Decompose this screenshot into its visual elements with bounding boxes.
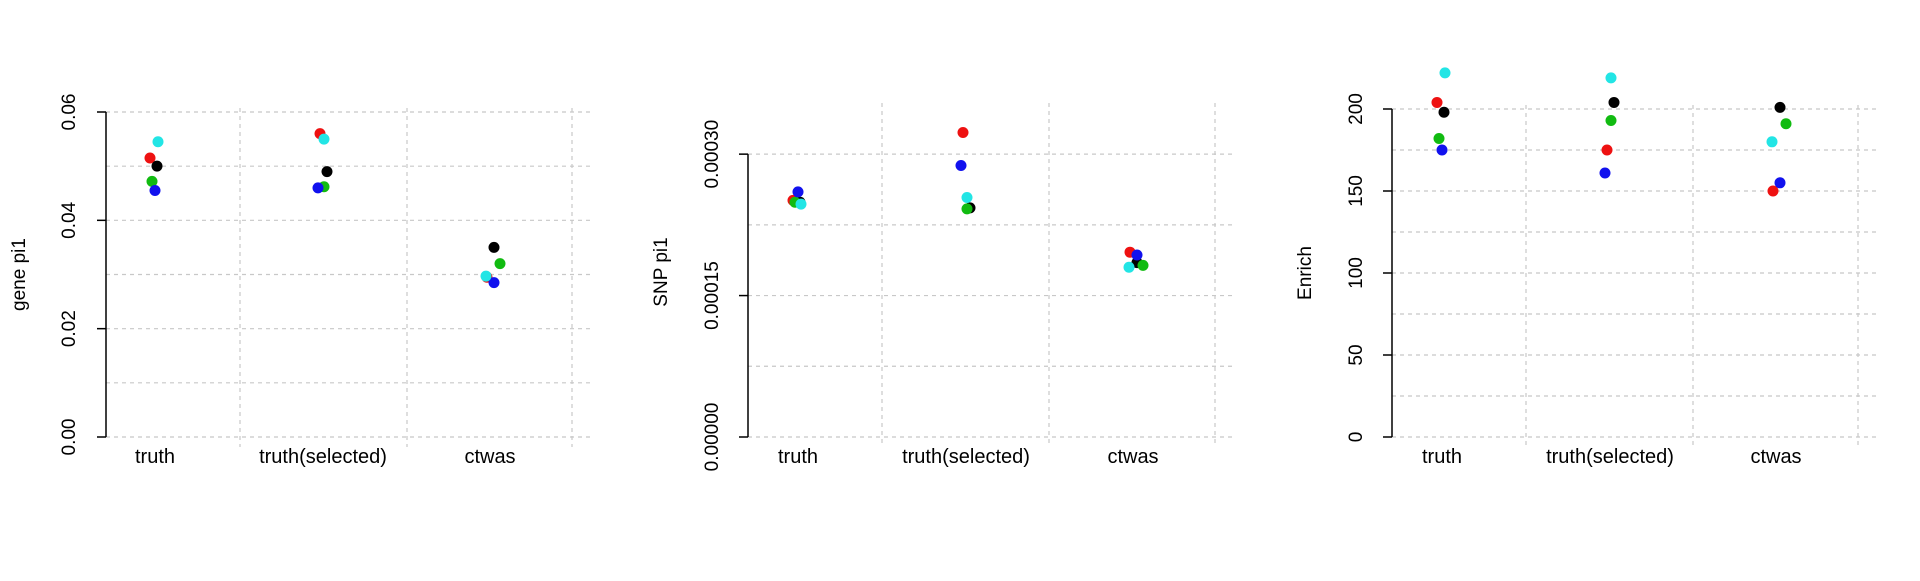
data-point	[1131, 249, 1143, 261]
data-point	[1608, 96, 1620, 108]
data-point	[1438, 106, 1450, 118]
x-category-label: truth	[135, 446, 175, 468]
data-point	[151, 160, 163, 172]
data-point	[146, 175, 158, 187]
y-tick-label: 50	[1346, 344, 1367, 365]
data-point	[1431, 96, 1443, 108]
data-point	[1123, 261, 1135, 273]
data-point	[1774, 101, 1786, 113]
data-point	[1439, 67, 1451, 79]
data-point	[488, 241, 500, 253]
x-category-label: truth(selected)	[1546, 446, 1674, 468]
data-point	[1605, 114, 1617, 126]
data-point	[961, 192, 973, 204]
data-point	[795, 198, 807, 210]
data-point	[1137, 259, 1149, 271]
y-axis-label: SNP pi1	[651, 237, 672, 306]
y-tick-label: 200	[1346, 93, 1367, 125]
data-point	[312, 182, 324, 194]
x-category-label: ctwas	[1107, 446, 1158, 468]
x-category-label: truth(selected)	[259, 446, 387, 468]
y-tick-label: 0.00015	[702, 261, 723, 330]
data-point	[480, 270, 492, 282]
y-tick-label: 0.00030	[702, 120, 723, 189]
x-category-label: truth(selected)	[902, 446, 1030, 468]
data-point	[1436, 144, 1448, 156]
data-point	[149, 185, 161, 197]
x-category-label: truth	[778, 446, 818, 468]
data-point	[1605, 72, 1617, 84]
data-point	[957, 126, 969, 138]
x-category-label: truth	[1422, 446, 1462, 468]
y-axis-label: gene pi1	[9, 238, 30, 311]
data-point	[1433, 133, 1445, 145]
data-point	[1601, 144, 1613, 156]
data-point	[488, 277, 500, 289]
y-tick-label: 0.00	[59, 419, 80, 456]
data-point	[152, 136, 164, 148]
data-point	[961, 203, 973, 215]
y-tick-label: 0.06	[59, 94, 80, 131]
data-point	[494, 258, 506, 270]
data-point	[1599, 167, 1611, 179]
y-tick-label: 100	[1346, 257, 1367, 289]
data-point	[792, 186, 804, 198]
y-tick-label: 0.00000	[702, 403, 723, 472]
data-point	[1767, 185, 1779, 197]
y-tick-label: 150	[1346, 175, 1367, 207]
data-point	[1766, 136, 1778, 148]
y-tick-label: 0	[1346, 432, 1367, 443]
data-point	[1774, 177, 1786, 189]
x-category-label: ctwas	[1750, 446, 1801, 468]
x-category-label: ctwas	[464, 446, 515, 468]
data-point	[1780, 118, 1792, 130]
y-tick-label: 0.04	[59, 201, 80, 238]
data-point	[321, 166, 333, 178]
data-point	[318, 133, 330, 145]
data-point	[955, 159, 967, 171]
y-tick-label: 0.02	[59, 310, 80, 347]
data-point	[144, 152, 156, 164]
y-axis-label: Enrich	[1295, 246, 1316, 300]
